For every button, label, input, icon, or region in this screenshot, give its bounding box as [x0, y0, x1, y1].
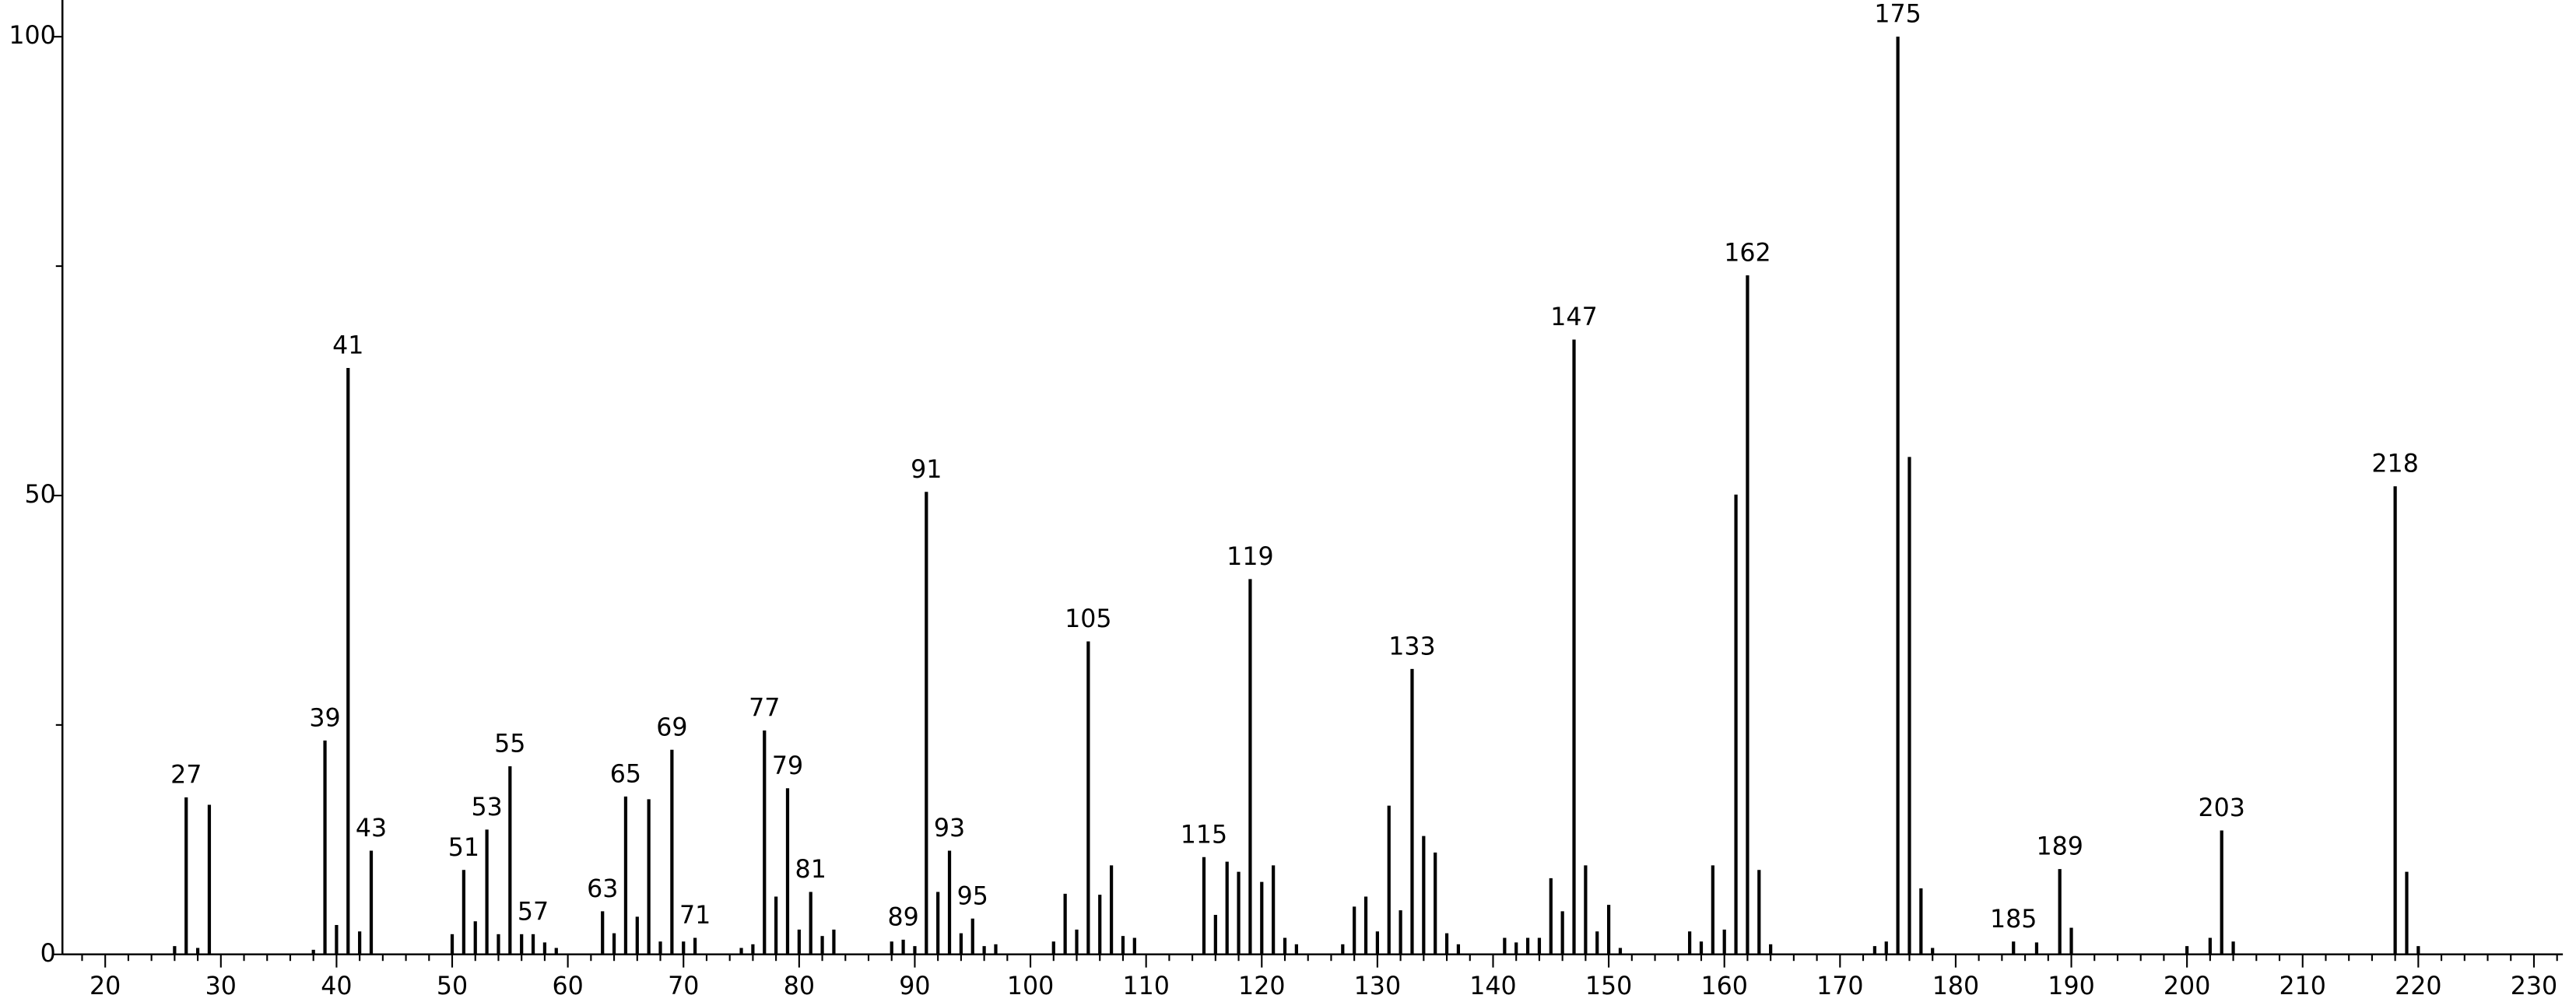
x-tick-label: 160	[1700, 972, 1747, 1000]
peak-label: 203	[2199, 794, 2245, 822]
x-tick-label: 120	[1238, 972, 1285, 1000]
y-tick-label: 50	[24, 481, 55, 509]
x-tick-label: 200	[2164, 972, 2210, 1000]
x-tick-label: 220	[2395, 972, 2441, 1000]
peak-label: 69	[656, 713, 687, 741]
peak-label: 55	[494, 730, 525, 759]
x-tick-label: 50	[437, 972, 468, 1000]
peak-label: 53	[471, 794, 502, 822]
peak-label: 185	[1990, 906, 2037, 934]
peak-label: 133	[1388, 632, 1435, 660]
y-tick-label: 0	[40, 940, 56, 968]
x-tick-label: 150	[1585, 972, 1632, 1000]
peak-label: 71	[679, 902, 711, 930]
x-tick-label: 40	[321, 972, 352, 1000]
peak-label: 115	[1181, 821, 1227, 849]
x-tick-label: 210	[2279, 972, 2326, 1000]
peak-label: 95	[957, 882, 988, 910]
peak-label: 43	[356, 815, 387, 843]
peak-label: 63	[587, 875, 618, 903]
peak-label: 27	[170, 762, 202, 790]
peak-label: 65	[610, 760, 641, 788]
peak-label: 175	[1874, 1, 1921, 29]
x-tick-label: 190	[2048, 972, 2094, 1000]
y-tick-label: 100	[9, 22, 55, 50]
peak-label: 77	[749, 694, 780, 722]
peak-label: 119	[1227, 543, 1273, 571]
peak-label: 91	[911, 456, 942, 484]
peak-label: 105	[1065, 605, 1111, 633]
x-tick-label: 180	[1932, 972, 1979, 1000]
x-tick-label: 70	[668, 972, 699, 1000]
x-tick-label: 230	[2511, 972, 2557, 1000]
x-tick-label: 80	[784, 972, 815, 1000]
peak-label: 79	[772, 752, 803, 780]
peak-label: 147	[1550, 303, 1597, 331]
x-tick-label: 130	[1354, 972, 1401, 1000]
peak-label: 162	[1724, 239, 1771, 267]
x-tick-label: 170	[1816, 972, 1863, 1000]
peak-label: 39	[309, 704, 340, 732]
peak-label: 51	[448, 834, 479, 862]
peak-label: 93	[934, 815, 965, 843]
peak-label: 218	[2371, 450, 2418, 478]
x-tick-label: 30	[205, 972, 237, 1000]
peak-label: 57	[518, 898, 549, 926]
peak-label: 81	[795, 856, 826, 884]
x-tick-label: 100	[1007, 972, 1054, 1000]
peak-label: 189	[2036, 833, 2083, 861]
x-tick-label: 140	[1469, 972, 1516, 1000]
peak-label: 89	[887, 903, 918, 931]
x-tick-label: 110	[1122, 972, 1169, 1000]
x-tick-label: 20	[89, 972, 121, 1000]
x-tick-label: 60	[552, 972, 583, 1000]
peak-label: 41	[332, 332, 363, 360]
x-tick-label: 90	[899, 972, 930, 1000]
